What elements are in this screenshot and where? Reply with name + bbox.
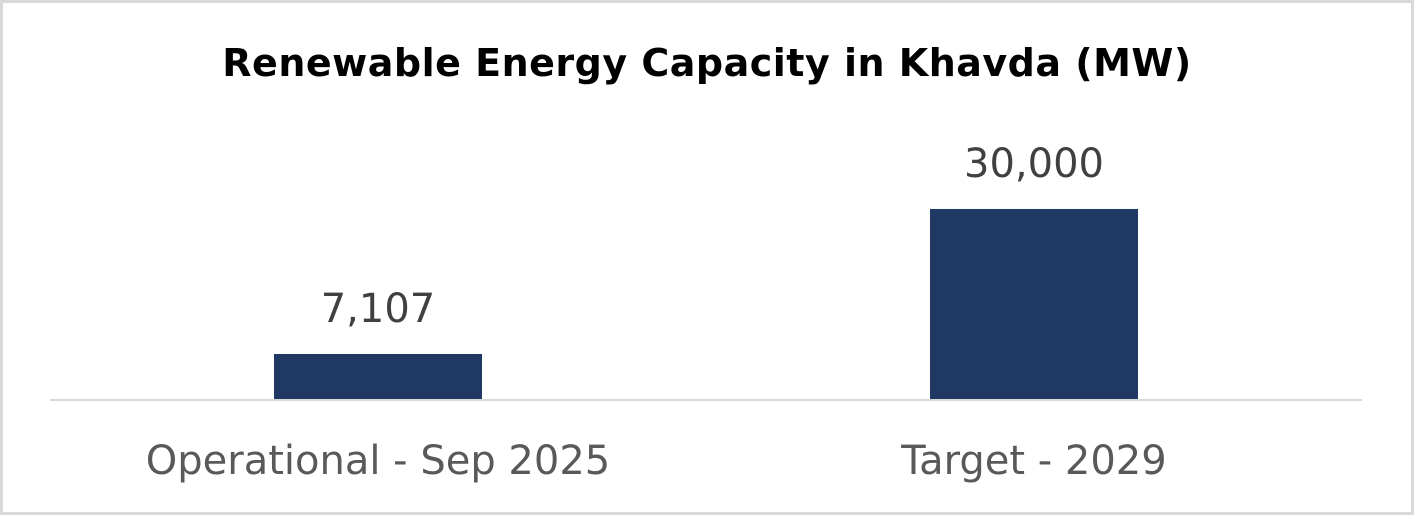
- data-label: 30,000: [964, 141, 1104, 187]
- data-label: 7,107: [321, 286, 436, 332]
- bar-chart: 7,107 Operational - Sep 2025 30,000 Target …: [50, 141, 1362, 484]
- bar: [274, 353, 482, 399]
- x-tick-label: Target - 2029: [900, 438, 1166, 484]
- x-tick-label: Operational - Sep 2025: [146, 438, 610, 484]
- bar: [930, 208, 1138, 399]
- chart-title: Renewable Energy Capacity in Khavda (MW): [222, 41, 1192, 85]
